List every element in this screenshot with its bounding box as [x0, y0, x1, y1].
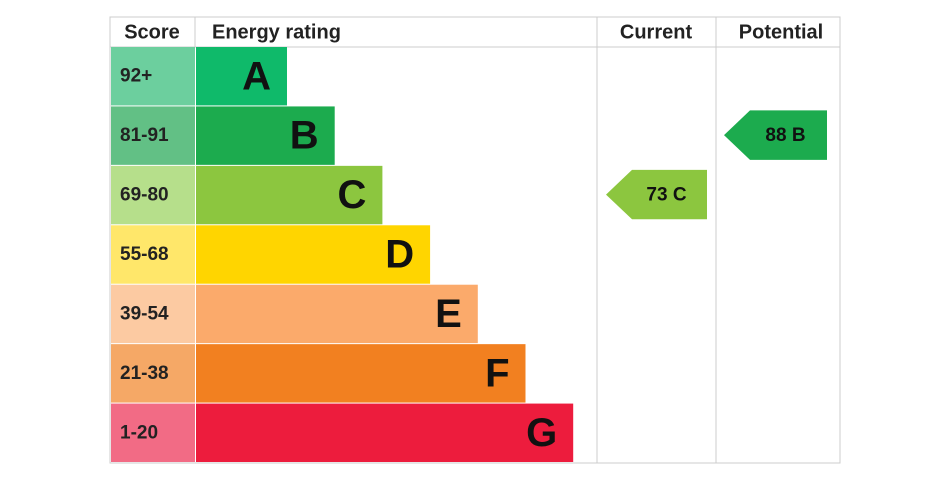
rating-bar	[196, 403, 574, 462]
rating-letter: D	[385, 233, 414, 277]
score-cell	[111, 225, 195, 284]
score-cell	[111, 47, 195, 106]
score-cell	[111, 344, 195, 403]
rating-bar	[196, 284, 478, 344]
header-current: Current	[620, 21, 693, 43]
rating-letter: B	[290, 114, 319, 158]
score-label: 1-20	[120, 422, 158, 443]
current-label: 73 C	[646, 185, 686, 206]
score-label: 69-80	[120, 185, 169, 206]
score-label: 21-38	[120, 363, 169, 384]
score-cell	[111, 165, 195, 225]
header-rating: Energy rating	[212, 21, 341, 43]
rating-bar	[196, 165, 383, 225]
score-cell	[111, 284, 195, 344]
rating-letter: A	[242, 54, 271, 98]
potential-arrow	[724, 110, 827, 160]
score-label: 81-91	[120, 125, 169, 146]
rating-letter: G	[526, 411, 557, 455]
header-score: Score	[124, 21, 180, 43]
score-label: 55-68	[120, 244, 169, 265]
rating-bar	[196, 225, 431, 284]
score-cell	[111, 106, 195, 165]
header-potential: Potential	[739, 21, 823, 43]
rating-bar	[196, 344, 526, 403]
score-label: 39-54	[120, 303, 169, 324]
rating-letter: F	[485, 351, 509, 395]
rating-letter: E	[435, 292, 462, 336]
rating-letter: C	[338, 173, 367, 217]
current-arrow	[606, 169, 707, 220]
score-label: 92+	[120, 66, 152, 87]
rating-bar	[196, 47, 287, 106]
potential-label: 88 B	[765, 125, 805, 146]
rating-bar	[196, 106, 335, 165]
score-cell	[111, 403, 195, 462]
